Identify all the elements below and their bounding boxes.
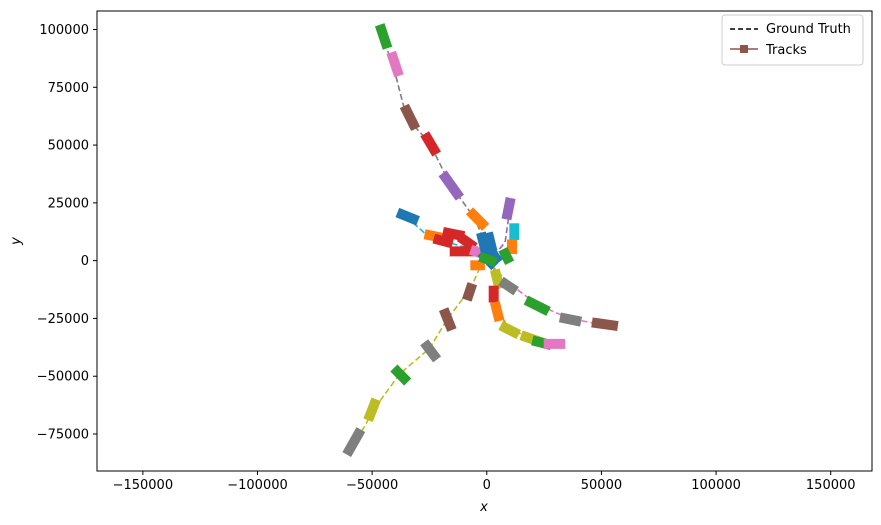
legend-tracks-marker [740,45,748,53]
y-tick-label: −50000 [37,370,89,385]
track-segment [342,427,366,458]
y-axis-label: y [9,237,24,246]
track-segment [374,23,393,50]
track-segment [489,268,505,290]
plot-frame [96,10,873,472]
x-tick-label: 150000 [806,478,856,493]
track-segment [420,131,441,157]
track-segment [591,317,619,332]
y-tick-label: −25000 [37,312,89,327]
plot-area [342,23,619,458]
track-segment [465,207,490,231]
y-tick-label: 75000 [48,81,89,96]
x-axis-label: x [479,500,488,515]
x-tick-label: 0 [483,478,491,493]
track-segment [395,207,420,226]
x-axis-ticks: −150000 −100000 −50000 0 50000 100000 150000 [113,471,856,493]
track-segment [489,300,505,323]
track-segment [498,320,522,340]
x-tick-label: −150000 [113,478,174,493]
track-segment [501,197,516,221]
legend-ground-truth-label: Ground Truth [766,22,851,37]
track-segment [399,103,421,132]
y-tick-label: 100000 [39,23,89,38]
ground-truth-line [493,209,511,257]
track-segment [456,232,478,252]
x-tick-label: 50000 [581,478,622,493]
y-tick-label: 0 [81,254,89,269]
track-segment [363,397,381,422]
track-segment [558,312,583,327]
track-segment [432,233,454,249]
y-tick-label: −75000 [37,428,89,443]
track-segment [478,251,498,267]
track-segment [386,50,404,78]
x-tick-label: −100000 [227,478,288,493]
y-tick-label: 50000 [48,139,89,154]
x-tick-label: −50000 [346,478,398,493]
track-segment [390,364,412,386]
track-segment [498,246,515,266]
track-segment [476,231,491,253]
track-segment [441,227,466,242]
y-tick-label: 25000 [48,196,89,211]
y-axis-ticks: −75000 −50000 −25000 0 25000 50000 75000 100000 [37,23,97,443]
track-segment [438,170,464,201]
track-segment [439,307,457,332]
ground-truth-line [490,264,607,327]
legend-tracks-label: Tracks [765,43,807,58]
x-tick-label: 100000 [691,478,741,493]
track-segment [523,295,551,316]
legend: Ground Truth Tracks [721,14,864,66]
track-segment [462,282,478,302]
legend-box [721,14,864,66]
track-segment [420,339,442,363]
track-segment [498,276,519,296]
